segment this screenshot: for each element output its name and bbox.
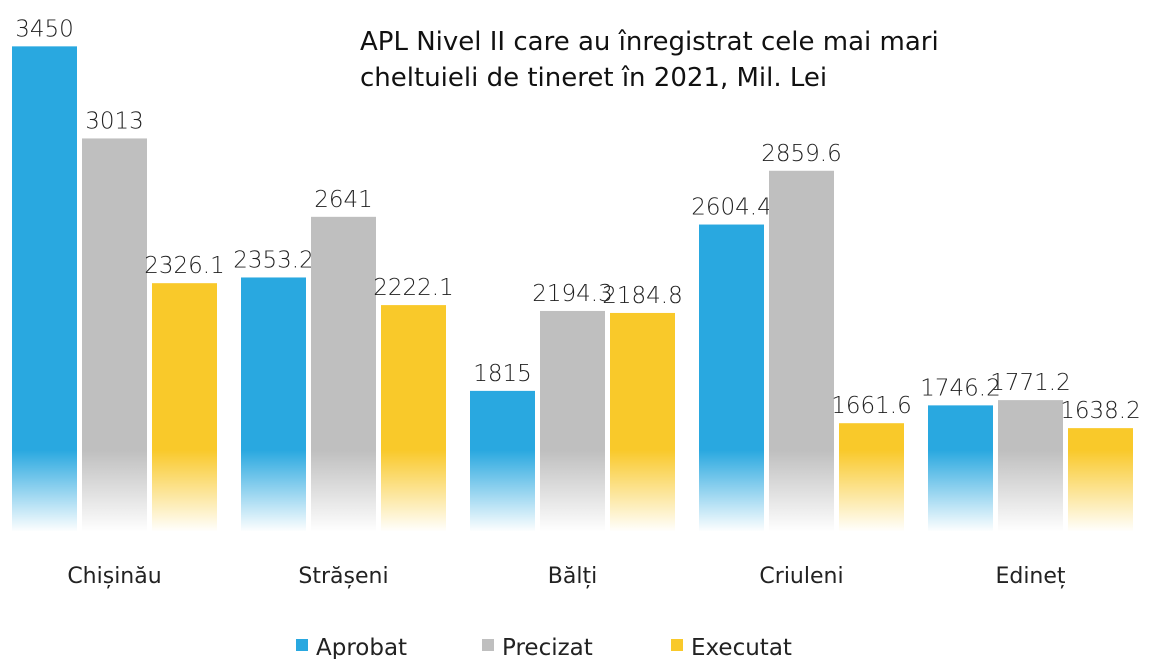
legend-swatch (296, 639, 308, 651)
legend-swatch (671, 639, 683, 651)
value-label: 2326.1 (144, 253, 224, 279)
legend-label: Executat (691, 635, 792, 659)
value-label: 3013 (85, 108, 144, 134)
value-label: 2222.1 (373, 275, 453, 301)
x-tick-label: Bălți (548, 564, 597, 589)
value-label: 3450 (15, 16, 74, 42)
legend-swatch (482, 639, 494, 651)
chart-title: APL Nivel II care au înregistrat cele ma… (360, 27, 939, 93)
value-label: 1661.6 (831, 393, 911, 419)
value-label: 2641 (314, 187, 373, 213)
value-label: 1638.2 (1060, 398, 1140, 424)
value-label: 2194.3 (532, 281, 612, 307)
value-label: 1815 (473, 361, 532, 387)
x-tick-label: Strășeni (298, 564, 388, 589)
value-label: 2184.8 (602, 283, 682, 309)
legend-label: Precizat (502, 635, 593, 659)
x-tick-label: Chișinău (67, 564, 161, 589)
legend-label: Aprobat (316, 635, 407, 659)
x-tick-label: Edineț (995, 564, 1065, 589)
value-label: 1771.2 (990, 370, 1070, 396)
value-label: 1746.2 (920, 375, 1000, 401)
x-tick-label: Criuleni (759, 564, 843, 589)
value-label: 2859.6 (761, 141, 841, 167)
value-label: 2353.2 (233, 247, 313, 273)
value-label: 2604.4 (691, 195, 771, 221)
bar-fade (0, 450, 1155, 532)
